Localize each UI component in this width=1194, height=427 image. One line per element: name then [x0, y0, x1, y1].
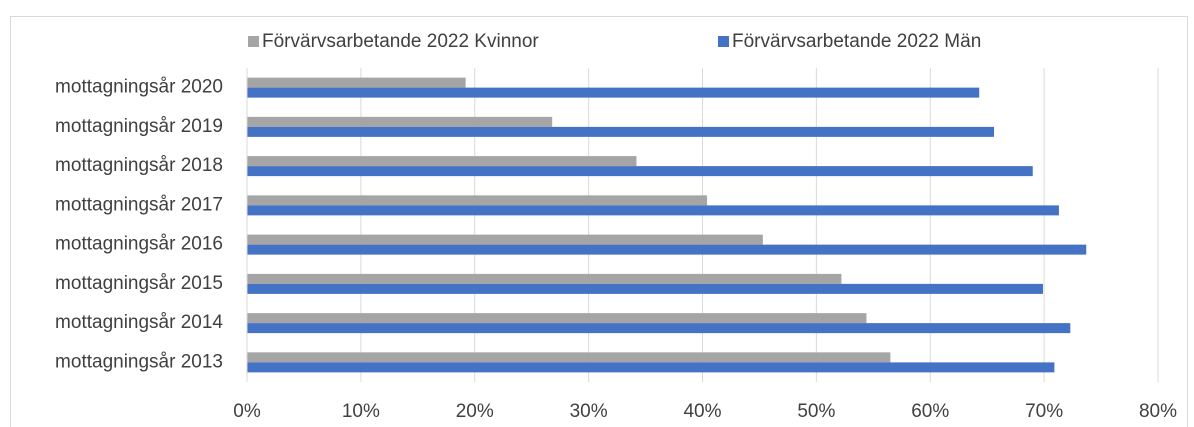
- bar: [247, 205, 1059, 216]
- bar: [247, 313, 867, 324]
- bar: [247, 234, 763, 245]
- bar: [247, 195, 708, 206]
- chart-border: [10, 16, 1188, 427]
- bar: [247, 352, 891, 363]
- bar: [247, 362, 1055, 373]
- legend-swatch: [718, 36, 729, 47]
- x-tick-label: 10%: [342, 401, 380, 422]
- bar: [247, 116, 553, 127]
- x-tick-label: 80%: [1139, 401, 1177, 422]
- y-tick-label: mottagningsår 2013: [55, 351, 223, 372]
- y-tick-label: mottagningsår 2014: [55, 312, 223, 333]
- x-tick-label: 70%: [1025, 401, 1063, 422]
- bar: [247, 156, 637, 167]
- bar: [247, 244, 1087, 255]
- x-tick-label: 50%: [797, 401, 835, 422]
- x-tick-label: 60%: [911, 401, 949, 422]
- y-tick-label: mottagningsår 2015: [55, 273, 223, 294]
- bar: [247, 283, 1043, 294]
- x-tick-label: 30%: [570, 401, 608, 422]
- bar: [247, 323, 1071, 334]
- x-tick-label: 40%: [683, 401, 721, 422]
- bar: [247, 126, 995, 137]
- legend-label: Förvärvsarbetande 2022 Män: [732, 31, 981, 52]
- bar: [247, 77, 466, 88]
- x-tick-label: 0%: [233, 401, 261, 422]
- y-tick-label: mottagningsår 2016: [55, 234, 223, 255]
- y-tick-label: mottagningsår 2017: [55, 194, 223, 215]
- bar: [247, 87, 980, 98]
- y-tick-label: mottagningsår 2020: [55, 77, 223, 98]
- x-tick-label: 20%: [456, 401, 494, 422]
- legend-swatch: [248, 36, 259, 47]
- y-tick-label: mottagningsår 2019: [55, 116, 223, 137]
- bar: [247, 273, 842, 284]
- legend-label: Förvärvsarbetande 2022 Kvinnor: [262, 31, 539, 52]
- y-tick-label: mottagningsår 2018: [55, 155, 223, 176]
- bar: [247, 166, 1033, 177]
